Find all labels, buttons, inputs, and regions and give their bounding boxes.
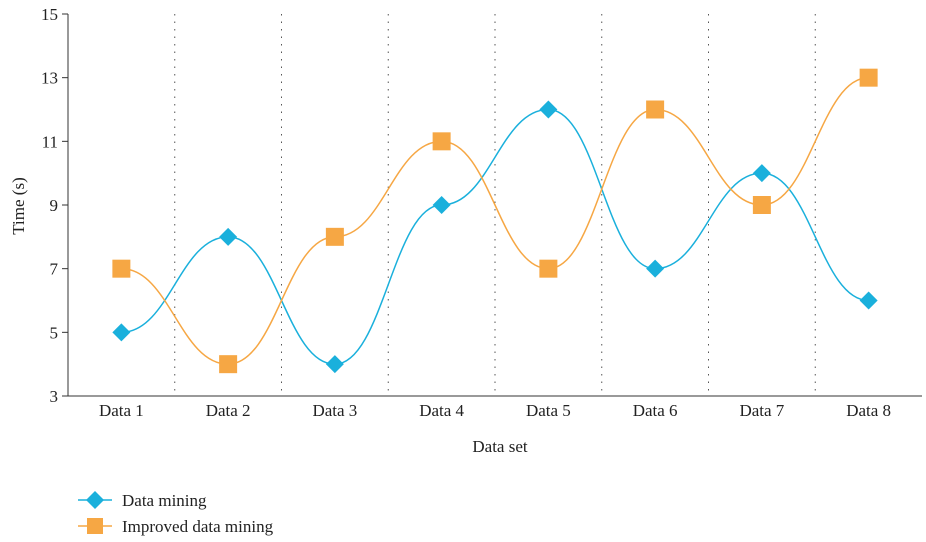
- y-tick-labels: 3 5 7 9 11 13 15: [41, 5, 68, 406]
- series-markers: [112, 68, 878, 374]
- legend-diamond-icon: [86, 491, 104, 509]
- data-point-square: [325, 227, 344, 246]
- legend-item-improved-data-mining: Improved data mining: [78, 517, 274, 536]
- data-point-diamond: [646, 259, 665, 278]
- data-point-diamond: [325, 355, 344, 374]
- legend-item-data-mining: Data mining: [78, 491, 207, 510]
- x-tick-label: Data 2: [206, 401, 251, 420]
- data-point-square: [539, 259, 558, 278]
- legend: Data mining Improved data mining: [78, 491, 274, 536]
- data-point-square: [646, 100, 665, 119]
- series-lines: [121, 76, 869, 365]
- y-tick-label: 15: [41, 5, 58, 24]
- x-tick-label: Data 3: [312, 401, 357, 420]
- data-point-square: [112, 259, 131, 278]
- data-point-square: [219, 355, 238, 374]
- data-point-diamond: [539, 100, 558, 119]
- data-point-square: [752, 196, 771, 214]
- x-tick-label: Data 4: [419, 401, 464, 420]
- series-line-improved-data-mining: [121, 76, 869, 365]
- y-tick-label: 7: [50, 260, 59, 279]
- y-tick-label: 9: [50, 196, 59, 215]
- data-point-diamond: [219, 227, 238, 246]
- data-point-diamond: [432, 196, 451, 214]
- x-tick-labels: Data 1 Data 2 Data 3 Data 4 Data 5 Data 6 Data…: [99, 401, 891, 420]
- data-point-square: [432, 132, 451, 151]
- x-tick-label: Data 5: [526, 401, 571, 420]
- data-point-diamond: [112, 323, 131, 342]
- data-point-square: [859, 68, 878, 87]
- legend-label-data-mining: Data mining: [122, 491, 207, 510]
- x-tick-label: Data 1: [99, 401, 144, 420]
- y-axis-label: Time (s): [9, 177, 28, 234]
- legend-label-improved-data-mining: Improved data mining: [122, 517, 274, 536]
- data-point-diamond: [752, 164, 771, 183]
- x-tick-label: Data 7: [739, 401, 784, 420]
- y-tick-label: 5: [50, 323, 59, 342]
- data-point-diamond: [859, 291, 878, 310]
- x-axis-label: Data set: [472, 437, 528, 456]
- series-line-data-mining: [121, 108, 869, 365]
- x-tick-label: Data 8: [846, 401, 891, 420]
- legend-square-icon: [87, 518, 103, 534]
- y-tick-label: 11: [42, 132, 58, 151]
- x-tick-label: Data 6: [633, 401, 678, 420]
- y-tick-label: 3: [50, 387, 59, 406]
- y-tick-label: 13: [41, 69, 58, 88]
